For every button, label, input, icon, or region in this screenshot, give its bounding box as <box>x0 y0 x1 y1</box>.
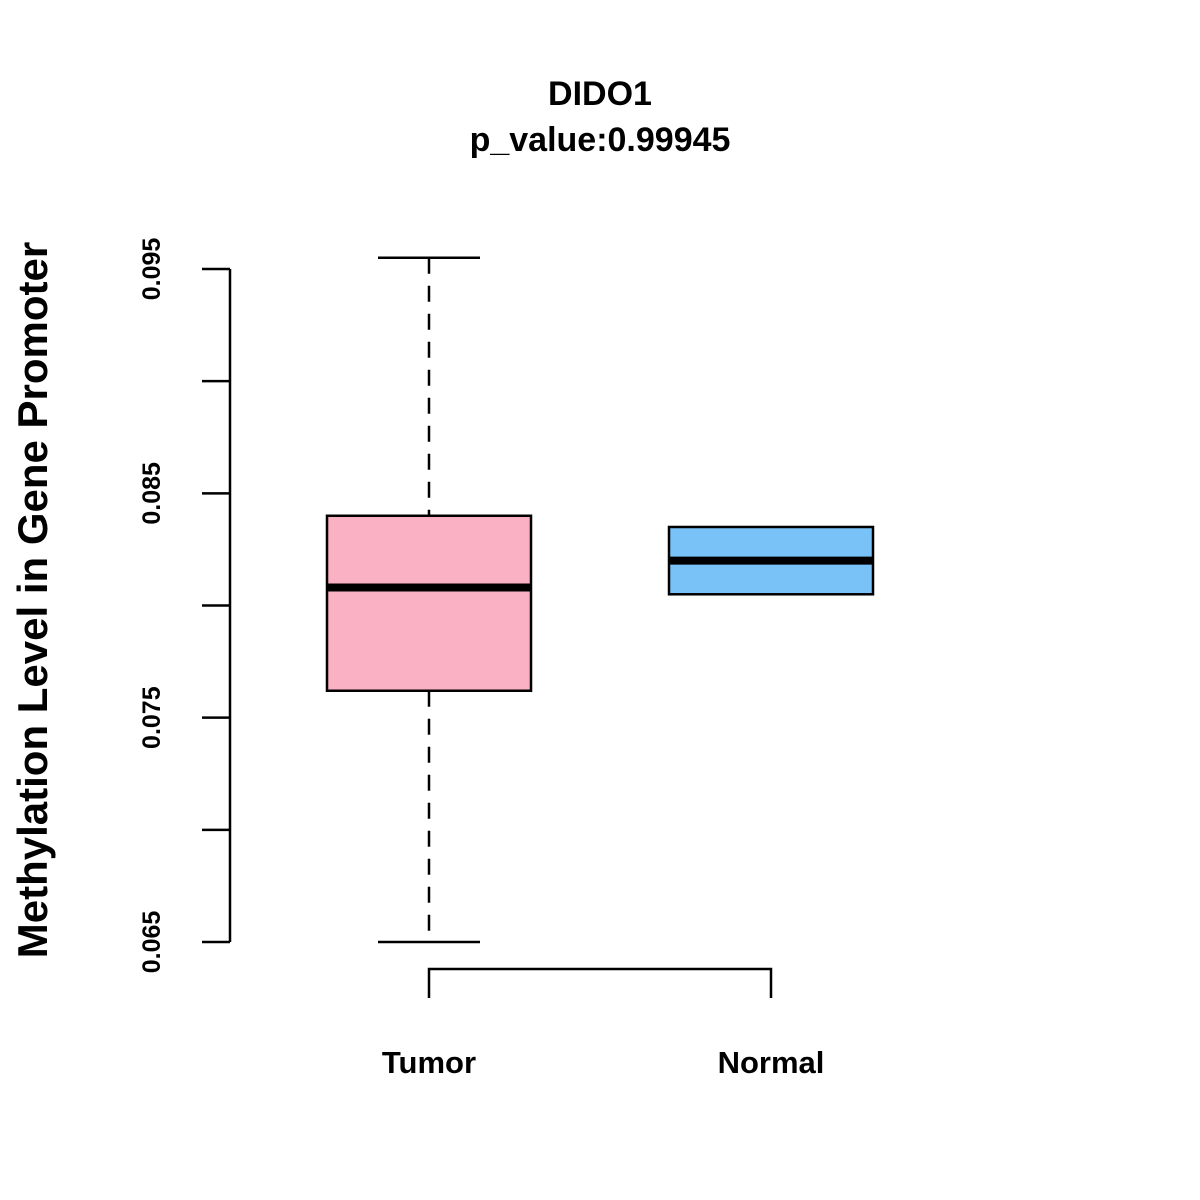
chart-subtitle: p_value:0.99945 <box>470 121 731 159</box>
y-tick-label: 0.085 <box>138 462 166 525</box>
y-tick-label: 0.075 <box>138 686 166 749</box>
box-tumor <box>325 256 533 944</box>
category-labels: Tumor Normal <box>382 1045 824 1080</box>
category-label-tumor: Tumor <box>382 1045 476 1080</box>
y-tick-label: 0.065 <box>138 911 166 974</box>
y-axis: 0.065 0.075 0.085 0.095 <box>138 238 232 974</box>
boxes-group <box>325 256 875 944</box>
category-label-normal: Normal <box>718 1045 825 1080</box>
significance-bracket <box>427 967 773 998</box>
y-axis-label: Methylation Level in Gene Promoter <box>9 242 56 958</box>
box-normal <box>667 525 875 596</box>
bracket-line <box>427 967 773 998</box>
y-tick-label: 0.095 <box>138 238 166 301</box>
iqr-box <box>325 514 533 692</box>
chart-title: DIDO1 <box>548 75 652 113</box>
